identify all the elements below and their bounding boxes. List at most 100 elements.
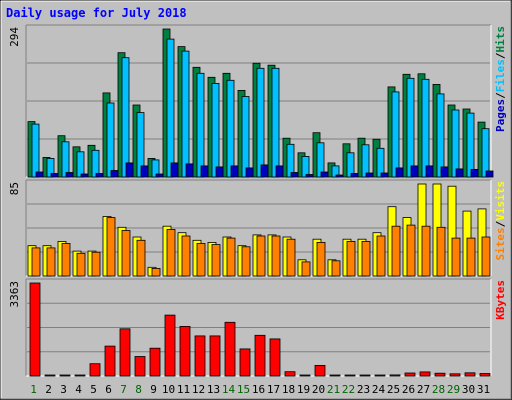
bar-files-day-21 bbox=[331, 165, 340, 178]
bar-files-day-28 bbox=[436, 93, 445, 178]
bar-sites-day-2 bbox=[46, 247, 56, 277]
bar-pages-day-17 bbox=[275, 165, 284, 178]
bar-files-day-3 bbox=[61, 141, 70, 178]
x-tick-label-day-13: 13 bbox=[207, 383, 220, 396]
bar-files-day-15 bbox=[241, 96, 250, 178]
bar-kbytes-day-31 bbox=[479, 373, 491, 377]
bar-files-day-29 bbox=[451, 109, 460, 178]
bar-kbytes-day-7 bbox=[119, 328, 131, 377]
bar-sites-day-18 bbox=[286, 238, 296, 277]
bar-kbytes-day-28 bbox=[434, 372, 446, 377]
bar-files-day-26 bbox=[406, 77, 415, 178]
bar-sites-day-17 bbox=[271, 235, 281, 277]
x-tick-label-day-15: 15 bbox=[237, 383, 250, 396]
bar-files-day-2 bbox=[46, 157, 55, 178]
bar-files-day-25 bbox=[391, 91, 400, 178]
bar-files-day-10 bbox=[166, 38, 175, 178]
bar-files-day-11 bbox=[181, 50, 190, 178]
y-axis-max-label-hits-files-pages: 294 bbox=[8, 27, 21, 47]
x-tick-label-day-12: 12 bbox=[192, 383, 205, 396]
bar-pages-day-10 bbox=[170, 162, 179, 178]
bar-pages-day-22 bbox=[350, 173, 359, 178]
bar-files-day-12 bbox=[196, 72, 205, 178]
bar-kbytes-day-12 bbox=[194, 335, 206, 377]
legend-separator: / bbox=[494, 220, 507, 227]
x-tick-label-day-6: 6 bbox=[105, 383, 112, 396]
bar-kbytes-day-1 bbox=[29, 282, 41, 377]
bar-sites-day-3 bbox=[61, 243, 71, 277]
x-tick-label-day-1: 1 bbox=[30, 383, 37, 396]
bar-sites-day-16 bbox=[256, 235, 266, 277]
x-tick-label-day-21: 21 bbox=[327, 383, 340, 396]
bar-sites-day-11 bbox=[181, 235, 191, 277]
bar-sites-day-22 bbox=[346, 240, 356, 277]
bar-kbytes-day-18 bbox=[284, 371, 296, 377]
bar-sites-day-9 bbox=[151, 267, 161, 277]
bar-sites-day-7 bbox=[121, 230, 131, 277]
bars-layer bbox=[27, 28, 494, 377]
bar-pages-day-29 bbox=[455, 168, 464, 178]
bar-sites-day-13 bbox=[211, 244, 221, 277]
bar-sites-day-21 bbox=[331, 260, 341, 277]
bar-files-day-19 bbox=[301, 155, 310, 178]
legend-separator: / bbox=[494, 92, 507, 99]
x-tick-label-day-31: 31 bbox=[477, 383, 490, 396]
bar-files-day-5 bbox=[91, 149, 100, 178]
bar-kbytes-day-2 bbox=[44, 374, 56, 377]
bar-kbytes-day-30 bbox=[464, 372, 476, 377]
bar-kbytes-day-5 bbox=[89, 363, 101, 377]
bar-pages-day-13 bbox=[215, 166, 224, 178]
bar-files-day-13 bbox=[211, 83, 220, 178]
bar-files-day-4 bbox=[76, 151, 85, 178]
bar-sites-day-25 bbox=[391, 225, 401, 277]
bar-sites-day-26 bbox=[406, 224, 416, 277]
bar-sites-day-10 bbox=[166, 229, 176, 277]
bar-sites-day-29 bbox=[451, 237, 461, 277]
legend-entry-visits: Visits bbox=[494, 181, 507, 221]
bar-pages-day-25 bbox=[395, 167, 404, 178]
bar-pages-day-14 bbox=[230, 165, 239, 178]
bar-kbytes-day-10 bbox=[164, 314, 176, 377]
bar-sites-day-12 bbox=[196, 243, 206, 277]
x-tick-label-day-24: 24 bbox=[372, 383, 386, 396]
bar-kbytes-day-4 bbox=[74, 374, 86, 377]
bar-pages-day-15 bbox=[245, 167, 254, 178]
bar-files-day-8 bbox=[136, 112, 145, 178]
bar-pages-day-3 bbox=[65, 172, 74, 178]
bar-kbytes-day-19 bbox=[299, 374, 311, 377]
x-tick-label-day-8: 8 bbox=[135, 383, 142, 396]
bar-kbytes-day-14 bbox=[224, 321, 236, 377]
bar-files-day-23 bbox=[361, 144, 370, 178]
x-tick-label-day-29: 29 bbox=[447, 383, 460, 396]
bar-pages-day-20 bbox=[320, 171, 329, 178]
x-tick-label-day-22: 22 bbox=[342, 383, 355, 396]
bar-files-day-27 bbox=[421, 78, 430, 178]
bar-pages-day-9 bbox=[155, 173, 164, 178]
x-tick-label-day-7: 7 bbox=[120, 383, 127, 396]
legend-entry-kbytes: KBytes bbox=[494, 280, 507, 320]
x-tick-label-day-16: 16 bbox=[252, 383, 265, 396]
bar-kbytes-day-20 bbox=[314, 364, 326, 377]
bar-pages-day-18 bbox=[290, 172, 299, 178]
x-tick-label-day-18: 18 bbox=[282, 383, 295, 396]
bar-kbytes-day-29 bbox=[449, 373, 461, 377]
bar-files-day-14 bbox=[226, 79, 235, 178]
x-tick-label-day-23: 23 bbox=[357, 383, 370, 396]
bar-files-day-6 bbox=[106, 102, 115, 178]
bar-pages-day-6 bbox=[110, 170, 119, 178]
bar-kbytes-day-23 bbox=[359, 374, 371, 377]
bar-files-day-18 bbox=[286, 143, 295, 178]
bar-sites-day-14 bbox=[226, 237, 236, 277]
bar-sites-day-30 bbox=[466, 237, 476, 277]
bar-sites-day-24 bbox=[376, 235, 386, 277]
bar-kbytes-day-11 bbox=[179, 325, 191, 377]
bar-pages-day-19 bbox=[305, 174, 314, 178]
legend-entry-pages: Pages bbox=[494, 99, 507, 132]
bar-sites-day-27 bbox=[421, 225, 431, 277]
bar-pages-day-24 bbox=[380, 172, 389, 178]
legend-visits-sites: Sites/Visits bbox=[494, 181, 507, 261]
bar-sites-day-4 bbox=[76, 252, 86, 277]
bar-kbytes-day-16 bbox=[254, 334, 266, 377]
bar-pages-day-8 bbox=[140, 165, 149, 178]
